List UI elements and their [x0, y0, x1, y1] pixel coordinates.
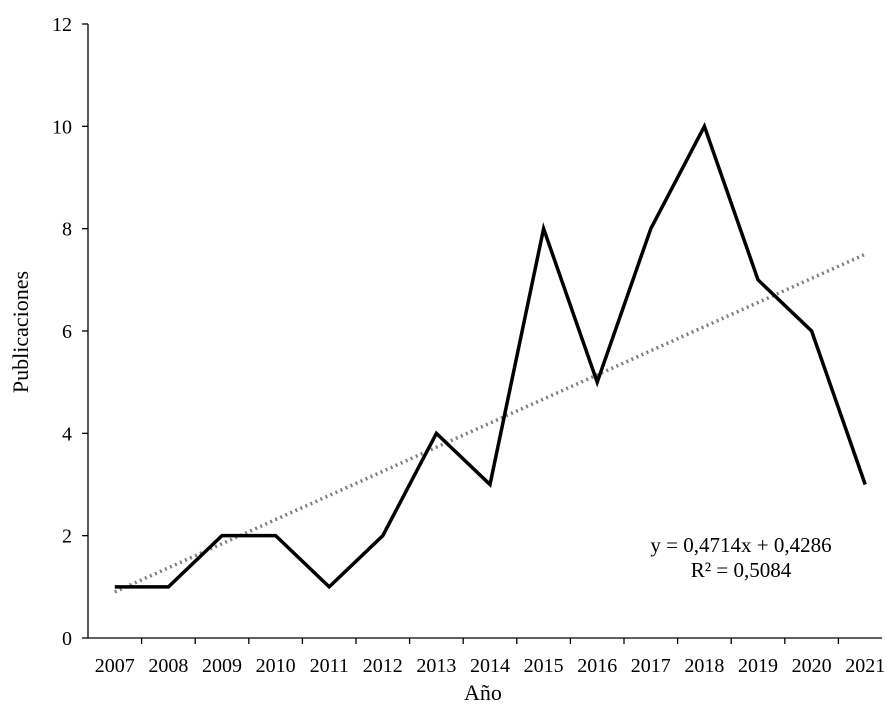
y-tick-label-4: 4 [62, 423, 72, 445]
x-tick-label-2011: 2011 [310, 655, 349, 677]
x-tick-label-2019: 2019 [738, 655, 778, 677]
series-line-0 [114, 121, 867, 590]
x-tick-label-2013: 2013 [416, 655, 456, 677]
trendline-equation: y = 0,4714x + 0,4286 [650, 533, 831, 557]
x-tick-label-2008: 2008 [148, 655, 188, 677]
x-tick-label-2010: 2010 [256, 655, 296, 677]
x-tick-label-2009: 2009 [202, 655, 242, 677]
x-tick-label-2018: 2018 [684, 655, 724, 677]
x-tick-label-2007: 2007 [95, 655, 135, 677]
x-tick-label-2020: 2020 [792, 655, 832, 677]
y-tick-label-0: 0 [62, 628, 72, 650]
x-tick-label-2021: 2021 [845, 655, 885, 677]
x-tick-label-2012: 2012 [363, 655, 403, 677]
x-axis-title: Año [464, 680, 502, 705]
axes [82, 23, 882, 644]
y-axis-title: Publicaciones [8, 271, 33, 393]
x-tick-label-2017: 2017 [631, 655, 671, 677]
y-tick-label-6: 6 [62, 321, 72, 343]
trendline-r-squared: R² = 0,5084 [691, 558, 792, 582]
y-tick-label-12: 12 [52, 14, 72, 36]
tick-labels: 0 2 4 6 8 10 12 2007 2008 2009 2010 2011 2012 2013 201… [52, 14, 885, 677]
y-tick-label-8: 8 [62, 219, 72, 241]
x-tick-label-2016: 2016 [577, 655, 617, 677]
x-tick-label-2014: 2014 [470, 655, 510, 677]
series-layer [114, 121, 867, 590]
x-tick-label-2015: 2015 [524, 655, 564, 677]
y-tick-label-2: 2 [62, 526, 72, 548]
y-tick-label-10: 10 [52, 116, 72, 138]
